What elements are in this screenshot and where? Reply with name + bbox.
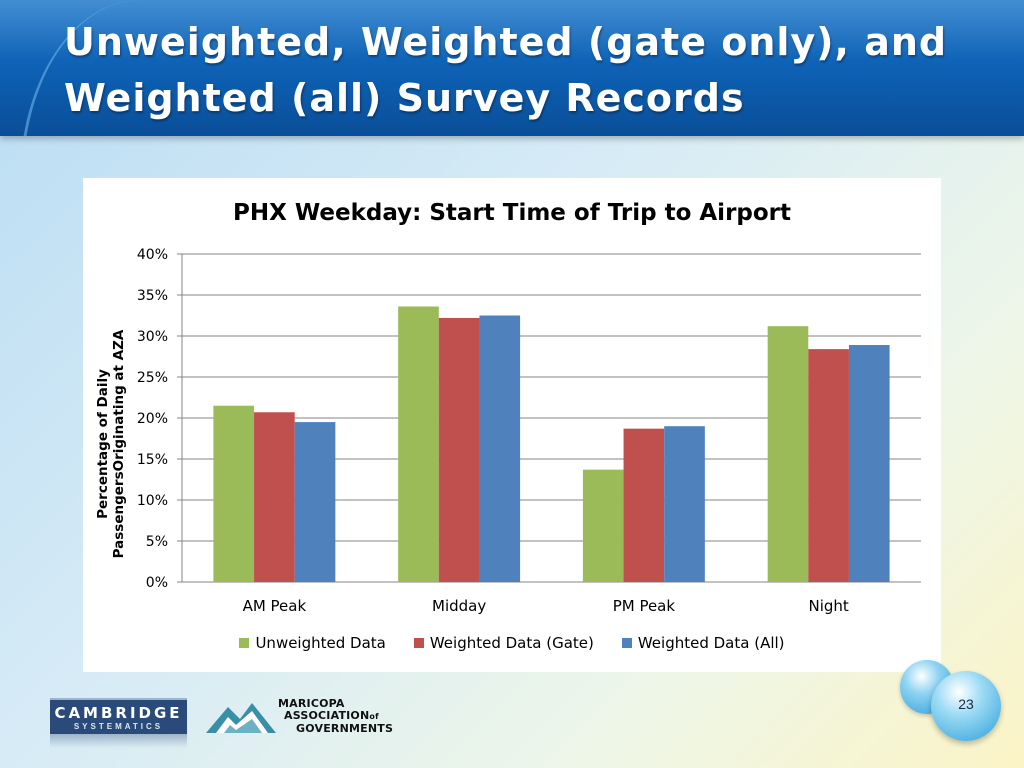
cambridge-systematics-logo: CAMBRIDGE SYSTEMATICS xyxy=(50,698,187,750)
bar-weighted-data-gate--pm-peak xyxy=(623,428,665,582)
bar-unweighted-data-am-peak xyxy=(213,405,255,582)
maricopa-logo-text: MARICOPA ASSOCIATIONof GOVERNMENTS xyxy=(278,698,393,735)
maricopa-logo: MARICOPA ASSOCIATIONof GOVERNMENTS xyxy=(206,697,421,739)
slide-title-line2: Weighted (all) Survey Records xyxy=(64,76,745,120)
y-tick-label: 5% xyxy=(146,534,168,550)
legend-swatch xyxy=(621,638,632,648)
y-tick-label: 25% xyxy=(137,370,168,386)
y-tick-label: 20% xyxy=(137,411,168,427)
legend-item: Weighted Data (Gate) xyxy=(413,634,594,652)
legend-item: Unweighted Data xyxy=(239,634,386,652)
bar-weighted-data-all--pm-peak xyxy=(664,426,705,582)
chart-title: PHX Weekday: Start Time of Trip to Airpo… xyxy=(232,200,792,226)
bar-unweighted-data-night xyxy=(767,326,809,582)
x-tick-label: AM Peak xyxy=(243,597,307,615)
bar-weighted-data-gate--midday xyxy=(438,317,480,582)
x-tick-label: Midday xyxy=(432,597,486,615)
bar-weighted-data-all--midday xyxy=(479,315,521,582)
page-number: 23 xyxy=(958,696,974,712)
x-tick-label: PM Peak xyxy=(613,597,676,615)
y-tick-label: 30% xyxy=(137,329,168,345)
legend-label: Weighted Data (All) xyxy=(637,634,785,652)
legend-label: Unweighted Data xyxy=(255,634,386,652)
slide-header: Unweighted, Weighted (gate only), and We… xyxy=(0,0,1024,136)
y-tick-label: 40% xyxy=(137,247,168,263)
header-shine xyxy=(0,0,1024,60)
bar-chart-plot: 0% 5% 10% 15% 20% 25% 30% 35% 40% AM Peak Midday PM… xyxy=(137,247,921,615)
x-tick-label: Night xyxy=(808,597,848,615)
y-tick-label: 35% xyxy=(137,288,168,304)
bar-unweighted-data-pm-peak xyxy=(582,469,624,582)
slide-title: Unweighted, Weighted (gate only), and We… xyxy=(64,14,964,126)
cambridge-logo-box: CAMBRIDGE SYSTEMATICS xyxy=(50,698,187,734)
legend-swatch xyxy=(413,638,424,648)
y-tick-label: 0% xyxy=(146,575,168,591)
y-tick-label: 15% xyxy=(137,452,168,468)
bar-weighted-data-gate--am-peak xyxy=(254,412,295,582)
bar-weighted-data-all--night xyxy=(848,345,890,582)
maricopa-line1: MARICOPA xyxy=(278,697,345,710)
legend-swatch xyxy=(239,638,250,648)
bar-unweighted-data-midday xyxy=(398,306,439,582)
maricopa-of: of xyxy=(369,712,379,721)
cambridge-logo-reflection xyxy=(50,734,187,748)
chart-panel: PHX Weekday: Start Time of Trip to Airpo… xyxy=(83,178,941,672)
slide-title-line1: Unweighted, Weighted (gate only), and xyxy=(64,20,948,64)
legend-item: Weighted Data (All) xyxy=(621,634,785,652)
maricopa-association: ASSOCIATION xyxy=(284,709,370,722)
mountains-icon xyxy=(206,703,276,733)
cambridge-logo-name: CAMBRIDGE xyxy=(54,704,183,722)
maricopa-line2: ASSOCIATIONof xyxy=(278,710,393,723)
cambridge-logo-sub: SYSTEMATICS xyxy=(73,722,164,731)
chart-legend: Unweighted Data Weighted Data (Gate) Weigh… xyxy=(83,634,941,652)
page-number-bubble xyxy=(931,671,1001,741)
bar-weighted-data-gate--night xyxy=(808,349,849,582)
legend-label: Weighted Data (Gate) xyxy=(429,634,594,652)
bar-weighted-data-all--am-peak xyxy=(294,422,336,582)
maricopa-line3: GOVERNMENTS xyxy=(296,722,394,735)
y-tick-label: 10% xyxy=(137,493,168,509)
